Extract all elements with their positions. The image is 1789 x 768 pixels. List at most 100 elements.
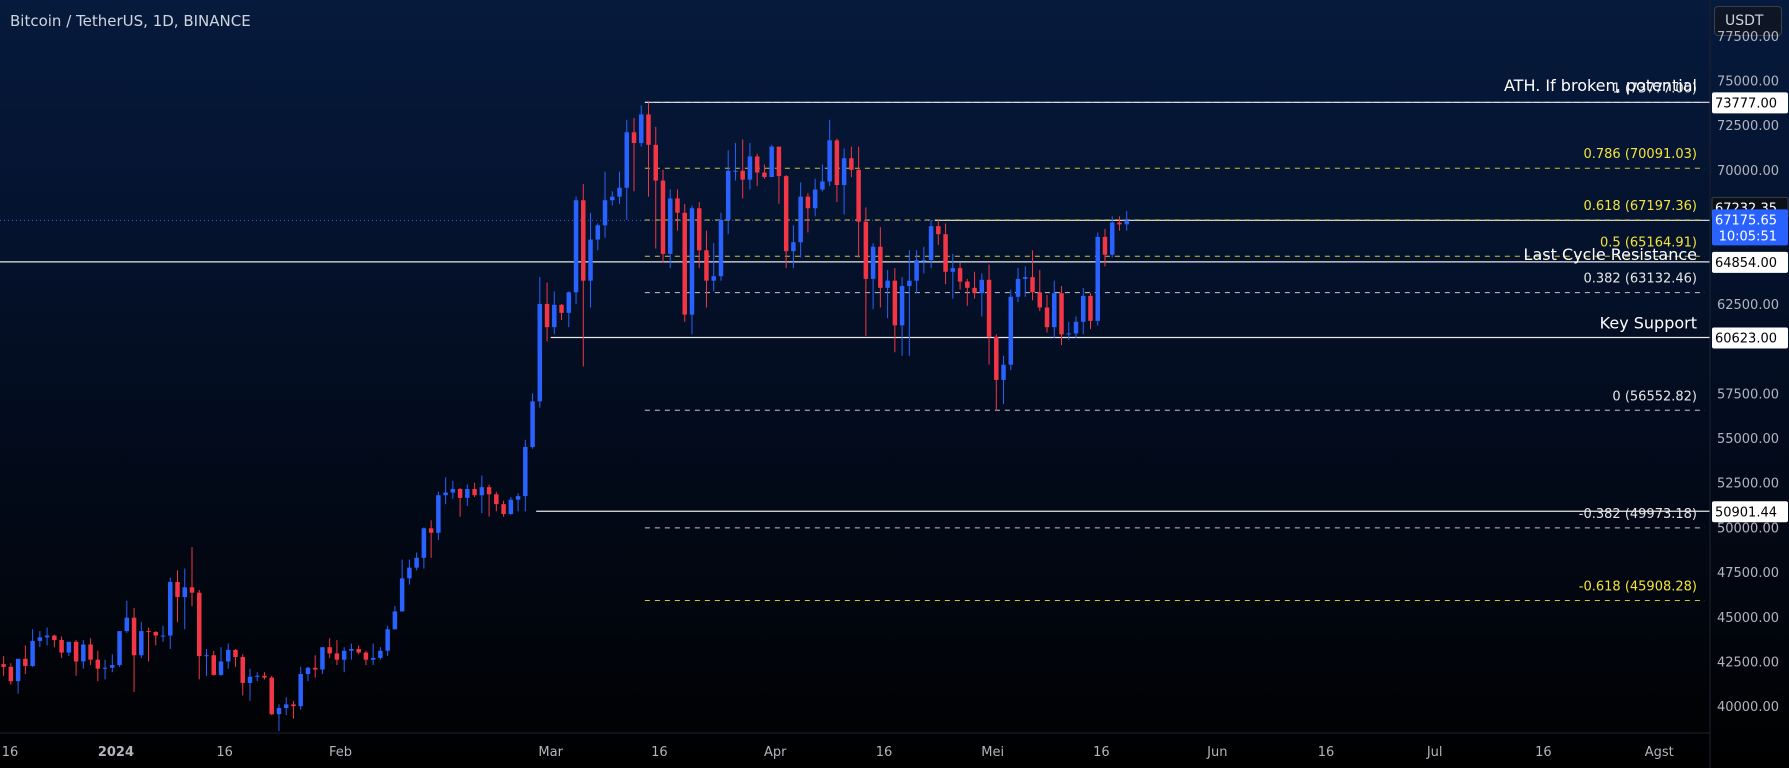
annotation-text[interactable]: ATH. If broken, potential: [1504, 76, 1697, 95]
candle[interactable]: [414, 552, 419, 571]
candle[interactable]: [197, 589, 202, 680]
candle[interactable]: [581, 184, 586, 367]
candle[interactable]: [494, 491, 499, 512]
candle[interactable]: [631, 117, 637, 192]
candle[interactable]: [291, 700, 296, 719]
candle[interactable]: [66, 641, 72, 657]
candle[interactable]: [298, 666, 303, 710]
candle[interactable]: [472, 482, 477, 498]
candle[interactable]: [936, 219, 941, 245]
candle[interactable]: [182, 568, 188, 630]
candle[interactable]: [247, 668, 253, 701]
candle[interactable]: [312, 655, 318, 678]
candle[interactable]: [15, 658, 21, 694]
candle[interactable]: [392, 606, 398, 630]
candle[interactable]: [1015, 268, 1021, 303]
candle[interactable]: [856, 146, 861, 258]
time-axis[interactable]: 16 2024 16 Feb Mar 16 Apr 16 Mei 16 Jun 16 Jul 16 Agst: [2, 745, 1674, 760]
candle[interactable]: [153, 631, 159, 646]
candle[interactable]: [617, 171, 622, 204]
candle[interactable]: [957, 262, 963, 290]
candle[interactable]: [696, 202, 702, 269]
candle[interactable]: [1037, 269, 1043, 312]
candle[interactable]: [544, 282, 550, 342]
candle[interactable]: [385, 625, 390, 657]
candle[interactable]: [37, 631, 43, 648]
candle[interactable]: [378, 647, 383, 660]
candle[interactable]: [443, 477, 448, 505]
candle[interactable]: [52, 634, 57, 648]
candle[interactable]: [356, 645, 361, 655]
candle[interactable]: [624, 119, 630, 220]
candle[interactable]: [704, 230, 709, 308]
candle[interactable]: [610, 191, 615, 206]
candle[interactable]: [407, 559, 412, 585]
candle[interactable]: [189, 547, 195, 607]
candle[interactable]: [1102, 228, 1108, 267]
candle[interactable]: [1023, 266, 1028, 297]
candle[interactable]: [863, 207, 869, 337]
candle[interactable]: [1095, 232, 1100, 326]
candle[interactable]: [254, 672, 260, 682]
candle[interactable]: [370, 643, 376, 666]
candle[interactable]: [421, 527, 427, 569]
candle[interactable]: [950, 253, 956, 299]
annotation-text[interactable]: Key Support: [1600, 314, 1697, 333]
candle[interactable]: [450, 480, 456, 499]
candle[interactable]: [146, 627, 151, 662]
candle[interactable]: [725, 150, 731, 235]
candle[interactable]: [1, 656, 6, 676]
price-tag[interactable]: 73777.00: [1712, 92, 1788, 114]
candle[interactable]: [805, 193, 811, 233]
candle[interactable]: [682, 203, 687, 322]
candle[interactable]: [1124, 210, 1129, 231]
candle[interactable]: [168, 577, 173, 649]
candle[interactable]: [81, 640, 86, 669]
candle[interactable]: [457, 488, 463, 517]
candle[interactable]: [1044, 294, 1050, 333]
candle[interactable]: [994, 334, 999, 411]
candle[interactable]: [305, 666, 311, 682]
candle[interactable]: [59, 636, 64, 658]
candle[interactable]: [870, 243, 876, 310]
candle[interactable]: [972, 271, 977, 299]
candle[interactable]: [812, 178, 818, 217]
candle[interactable]: [530, 393, 535, 449]
candle[interactable]: [849, 146, 854, 177]
candle[interactable]: [914, 250, 919, 294]
candle[interactable]: [820, 164, 825, 192]
candle[interactable]: [436, 491, 441, 540]
candle[interactable]: [363, 650, 369, 666]
candle[interactable]: [762, 164, 767, 179]
candle[interactable]: [602, 171, 608, 238]
candle[interactable]: [428, 520, 434, 558]
candle[interactable]: [479, 475, 485, 514]
candle[interactable]: [102, 659, 108, 680]
candle[interactable]: [327, 638, 332, 658]
candle[interactable]: [1008, 289, 1014, 371]
candle[interactable]: [965, 278, 970, 306]
candle[interactable]: [225, 643, 231, 669]
candle[interactable]: [139, 622, 144, 658]
candle[interactable]: [798, 182, 803, 258]
candle[interactable]: [740, 139, 745, 199]
candle[interactable]: [8, 663, 14, 685]
candle[interactable]: [1001, 355, 1006, 405]
candle[interactable]: [1080, 287, 1086, 335]
candle[interactable]: [515, 493, 521, 512]
candle[interactable]: [885, 269, 890, 319]
candle[interactable]: [131, 607, 137, 692]
candle[interactable]: [341, 647, 347, 673]
candle[interactable]: [523, 439, 528, 512]
candle[interactable]: [110, 654, 115, 673]
candle[interactable]: [160, 625, 166, 642]
candle[interactable]: [689, 205, 695, 335]
candle[interactable]: [320, 647, 325, 675]
candle[interactable]: [23, 645, 28, 675]
candle[interactable]: [986, 264, 992, 365]
candle[interactable]: [660, 169, 666, 263]
candle[interactable]: [1088, 293, 1093, 329]
candle[interactable]: [501, 500, 506, 517]
